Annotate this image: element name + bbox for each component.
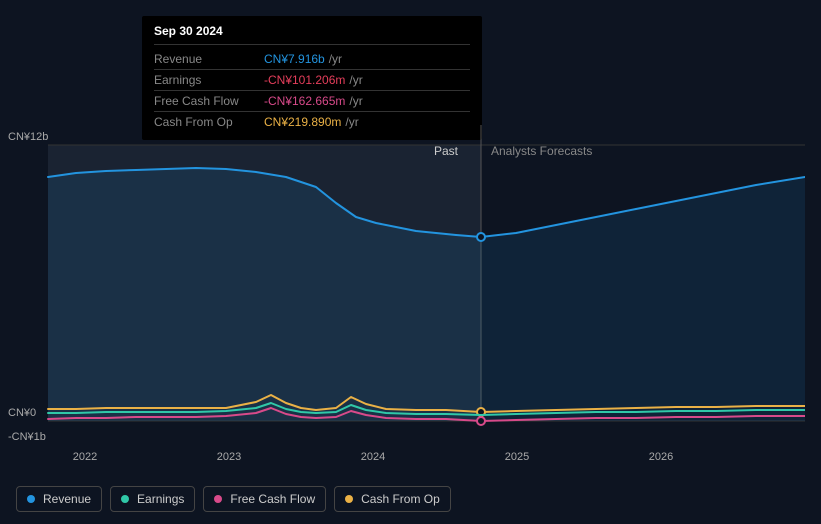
legend-item-cash-from-op[interactable]: Cash From Op — [334, 486, 451, 512]
x-axis-label: 2026 — [649, 451, 673, 463]
region-label: Past — [434, 144, 459, 158]
x-axis-label: 2022 — [73, 451, 97, 463]
legend-label: Revenue — [43, 492, 91, 506]
legend-item-earnings[interactable]: Earnings — [110, 486, 195, 512]
legend-dot-icon — [27, 495, 35, 503]
tooltip-row: Free Cash Flow-CN¥162.665m/yr — [154, 91, 470, 112]
tooltip-metric-label: Free Cash Flow — [154, 94, 264, 108]
tooltip-metric-unit: /yr — [349, 94, 362, 108]
x-axis-label: 2023 — [217, 451, 241, 463]
legend-dot-icon — [345, 495, 353, 503]
x-axis-label: 2025 — [505, 451, 529, 463]
line-chart: Past Analysts Forecasts — [16, 125, 805, 445]
region-label: Analysts Forecasts — [491, 144, 592, 158]
y-axis-label: -CN¥1b — [8, 431, 46, 443]
tooltip-metric-unit: /yr — [349, 73, 362, 87]
tooltip-row: Earnings-CN¥101.206m/yr — [154, 70, 470, 91]
tooltip-metric-value: -CN¥101.206m — [264, 73, 345, 87]
legend-label: Free Cash Flow — [230, 492, 315, 506]
legend-dot-icon — [214, 495, 222, 503]
chart-area[interactable]: Past Analysts Forecasts — [16, 125, 805, 484]
tooltip-row: RevenueCN¥7.916b/yr — [154, 49, 470, 70]
y-axis-label: CN¥12b — [8, 131, 48, 143]
legend-dot-icon — [121, 495, 129, 503]
tooltip-metric-value: -CN¥162.665m — [264, 94, 345, 108]
legend-label: Earnings — [137, 492, 184, 506]
y-axis-label: CN¥0 — [8, 407, 36, 419]
chart-tooltip: Sep 30 2024 RevenueCN¥7.916b/yrEarnings-… — [142, 16, 482, 140]
tooltip-metric-unit: /yr — [329, 52, 342, 66]
tooltip-metric-label: Earnings — [154, 73, 264, 87]
tooltip-date: Sep 30 2024 — [154, 24, 470, 45]
legend-item-free-cash-flow[interactable]: Free Cash Flow — [203, 486, 326, 512]
legend: Revenue Earnings Free Cash Flow Cash From O… — [16, 486, 451, 512]
tooltip-metric-label: Revenue — [154, 52, 264, 66]
legend-label: Cash From Op — [361, 492, 440, 506]
x-axis-label: 2024 — [361, 451, 385, 463]
tooltip-metric-value: CN¥7.916b — [264, 52, 325, 66]
legend-item-revenue[interactable]: Revenue — [16, 486, 102, 512]
